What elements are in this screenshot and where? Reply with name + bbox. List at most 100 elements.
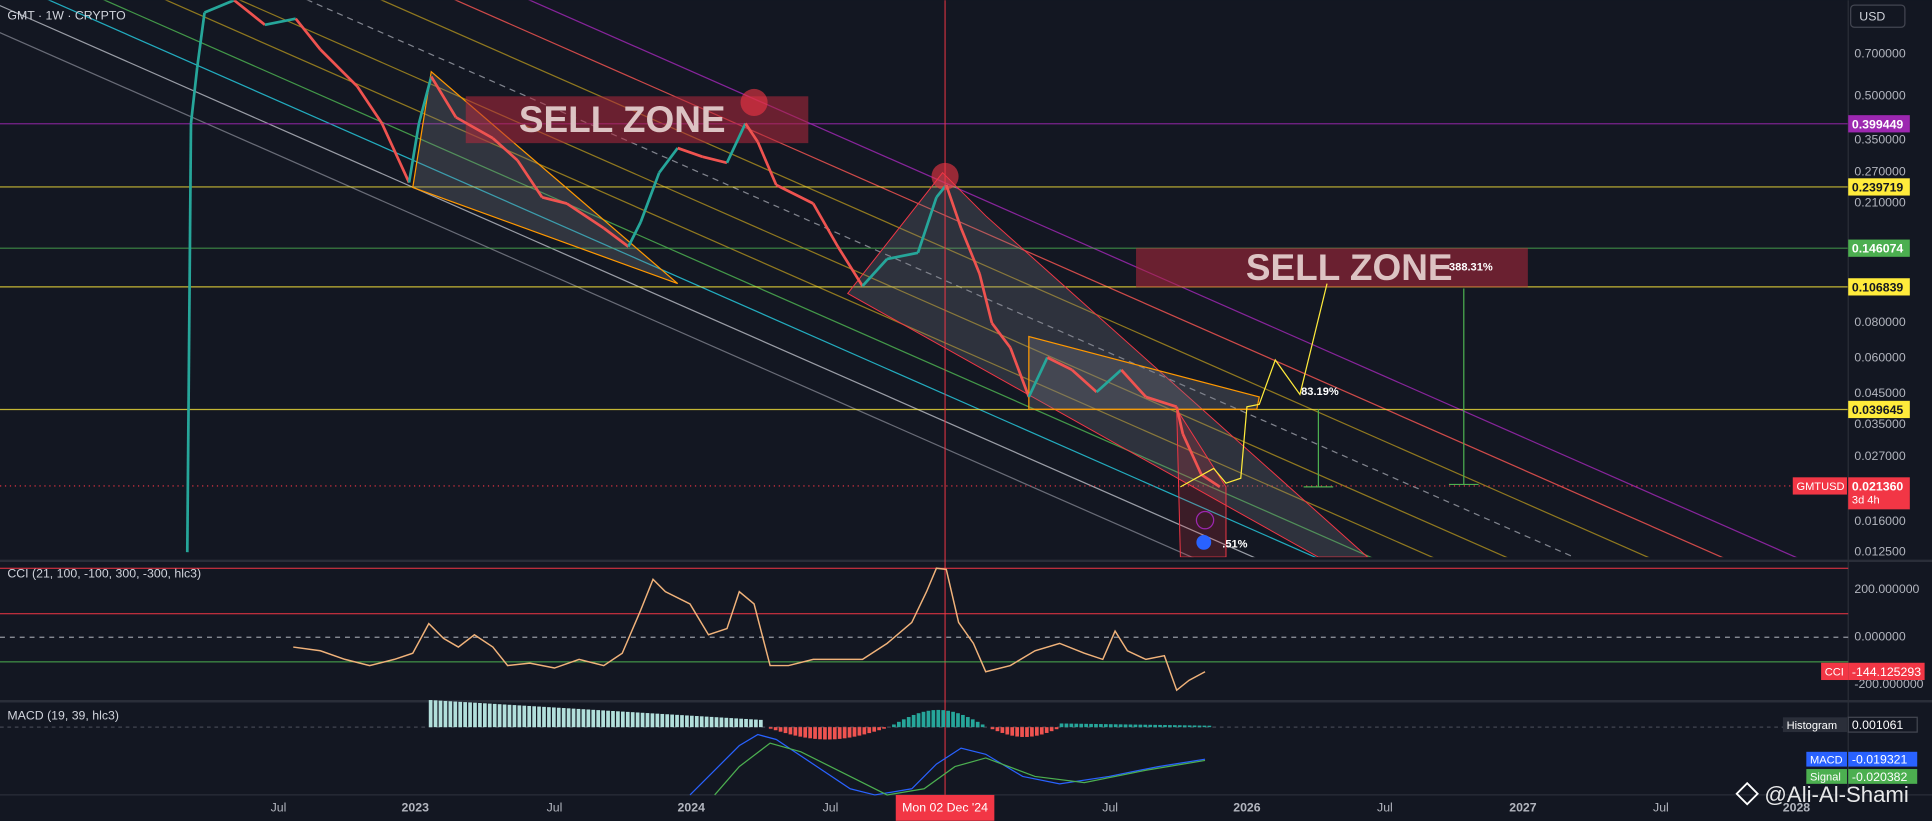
time-label: Jul <box>1377 801 1393 815</box>
macd-histogram-bar <box>547 707 551 728</box>
macd-histogram-bar <box>1079 723 1084 728</box>
macd-histogram-bar <box>487 703 492 728</box>
price-segment <box>725 122 747 164</box>
macd-histogram-bar <box>818 727 822 740</box>
price-segment <box>916 196 938 254</box>
cci-name: CCI <box>1825 667 1844 679</box>
macd-histogram-bar <box>1182 725 1187 728</box>
macd-histogram-bar <box>640 712 645 728</box>
macd-histogram-bar <box>1015 727 1019 737</box>
macd-name-tag <box>1806 769 1847 784</box>
level-tag <box>1848 278 1910 296</box>
time-label: 2024 <box>678 801 706 815</box>
macd-histogram-bar <box>670 714 674 728</box>
time-label: 2028 <box>1783 801 1811 815</box>
price-tick-label: 0.016000 <box>1854 514 1906 528</box>
macd-name-tag <box>1782 717 1847 733</box>
macd-histogram-bar <box>1187 725 1192 728</box>
currency-button <box>1850 4 1906 28</box>
macd-histogram-bar <box>492 703 497 728</box>
macd-histogram-bar <box>832 727 837 740</box>
price-segment <box>185 123 193 553</box>
macd-histogram-bar <box>892 724 896 728</box>
price-segment <box>744 122 759 143</box>
level-tag-label: 0.146074 <box>1852 242 1904 256</box>
price-segment <box>677 146 703 158</box>
channel-line <box>47 0 1317 558</box>
price-segment <box>1200 473 1221 489</box>
last-price-tag <box>1848 477 1910 510</box>
macd-histogram-bar <box>675 714 679 728</box>
level-tag <box>1848 115 1910 133</box>
macd-histogram-bar <box>680 715 684 728</box>
macd-histogram-bar <box>1123 724 1128 728</box>
macd-histogram-bar <box>906 717 911 728</box>
macd-histogram-bar <box>842 727 847 739</box>
macd-histogram-bar <box>438 700 443 728</box>
macd-histogram-bar <box>635 712 640 728</box>
macd-histogram-bar <box>901 719 906 728</box>
event-icon <box>1195 510 1215 530</box>
macd-histogram-bar <box>995 727 1000 732</box>
price-segment <box>455 116 494 140</box>
time-label: 2027 <box>1509 801 1537 815</box>
macd-histogram-bar <box>970 719 975 728</box>
currency-label: USD <box>1859 10 1885 24</box>
macd-histogram-bar <box>759 719 763 728</box>
macd-histogram-bar <box>946 710 950 728</box>
channel-line <box>454 0 1724 558</box>
price-segment <box>541 196 568 205</box>
channel-line <box>380 0 1650 558</box>
macd-histogram-bar <box>478 703 482 728</box>
macd-histogram-bar <box>778 727 783 732</box>
time-label: Jul <box>547 801 563 815</box>
time-label: 2023 <box>402 801 430 815</box>
macd-histogram-bar <box>630 712 635 728</box>
macd-histogram-bar <box>1000 727 1005 733</box>
macd-histogram-bar <box>1030 727 1034 737</box>
price-segment <box>294 17 322 51</box>
price-segment <box>356 85 384 125</box>
macd-histogram-bar <box>872 727 877 732</box>
macd-histogram-bar <box>1074 723 1079 728</box>
price-segment <box>658 147 679 174</box>
macd-histogram-bar <box>621 711 625 728</box>
macd-histogram-bar <box>837 727 842 739</box>
price-tick-label: 0.012500 <box>1854 544 1906 558</box>
macd-histogram-bar <box>951 711 955 728</box>
macd-histogram-bar <box>463 702 467 728</box>
projection-path <box>1180 283 1328 488</box>
macd-histogram-bar <box>576 708 581 728</box>
price-tick-label: 0.060000 <box>1854 350 1906 364</box>
macd-histogram-bar <box>966 717 970 728</box>
macd-histogram-bar <box>502 704 507 728</box>
macd-histogram-bar <box>1148 724 1153 728</box>
price-tick-label: 0.700000 <box>1854 47 1906 61</box>
macd-histogram-bar <box>655 713 660 728</box>
price-segment <box>1027 356 1049 398</box>
level-tag <box>1848 239 1910 257</box>
macd-value: 0.001061 <box>1852 718 1904 732</box>
macd-histogram-bar <box>591 709 596 728</box>
wedge-pattern <box>1028 335 1260 410</box>
price-segment <box>1120 368 1147 398</box>
event-icon <box>1196 534 1212 550</box>
macd-histogram-bar <box>783 727 788 734</box>
macd-histogram-bar <box>586 709 591 728</box>
macd-histogram-bar <box>709 716 714 728</box>
macd-histogram-bar <box>1035 727 1039 736</box>
price-segment <box>1095 368 1123 394</box>
macd-value: -0.019321 <box>1852 753 1908 767</box>
price-tick-label: 0.080000 <box>1854 315 1906 329</box>
top-marker <box>740 88 768 117</box>
macd-histogram-bar <box>1005 727 1010 735</box>
time-label: 2026 <box>1233 801 1261 815</box>
signal-line <box>714 742 1206 796</box>
macd-histogram-bar <box>961 714 965 728</box>
time-label: Jul <box>271 801 287 815</box>
macd-histogram-bar <box>571 708 576 728</box>
macd-histogram-bar <box>473 702 477 728</box>
price-tick-label: 0.500000 <box>1854 88 1906 102</box>
